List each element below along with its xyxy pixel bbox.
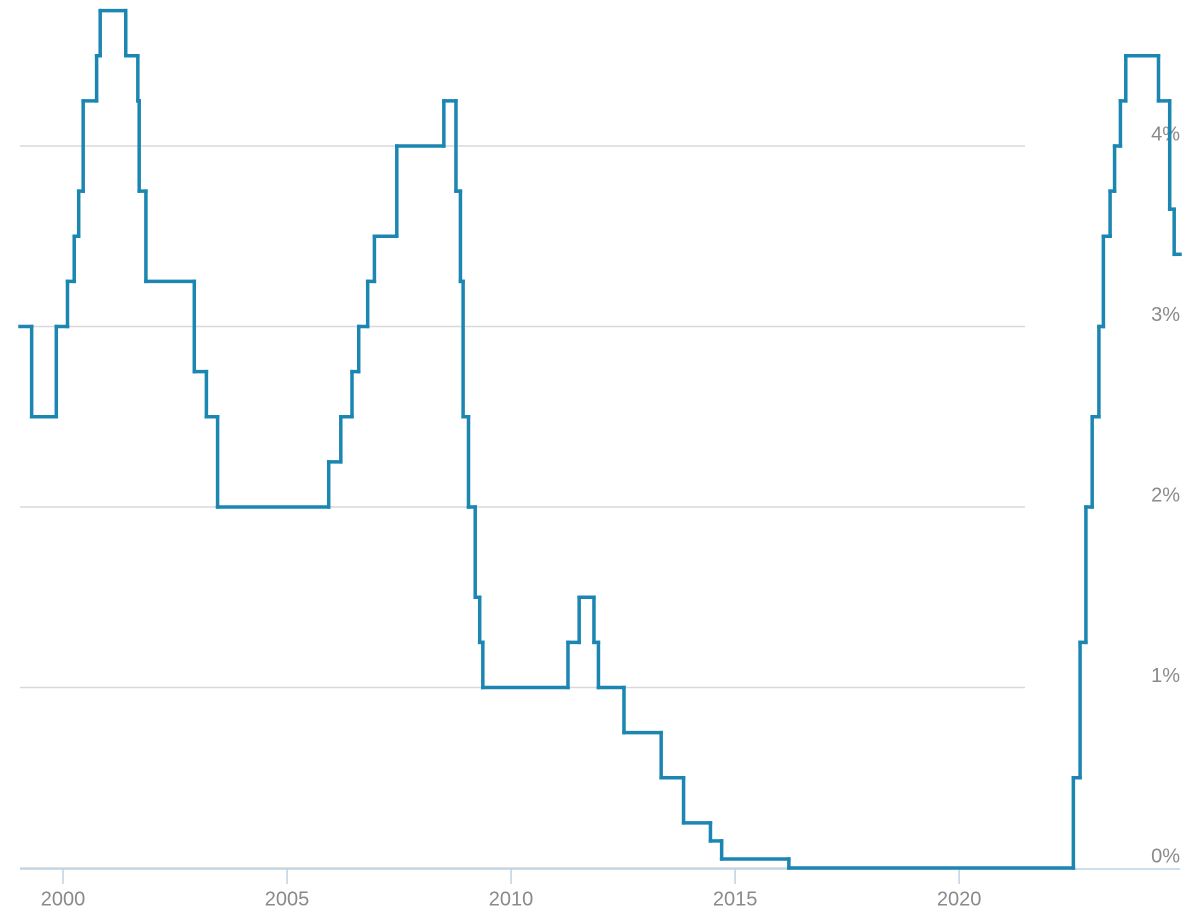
x-tick-label: 2020 <box>937 888 982 910</box>
y-tick-label: 4% <box>1151 123 1180 145</box>
x-tick-label: 2000 <box>41 888 86 910</box>
y-tick-label: 3% <box>1151 304 1180 326</box>
y-tick-label: 1% <box>1151 665 1180 687</box>
x-tick-label: 2015 <box>713 888 758 910</box>
x-tick-label: 2010 <box>489 888 534 910</box>
x-tick-label: 2005 <box>265 888 310 910</box>
y-tick-label: 2% <box>1151 484 1180 506</box>
y-tick-label: 0% <box>1151 845 1180 867</box>
